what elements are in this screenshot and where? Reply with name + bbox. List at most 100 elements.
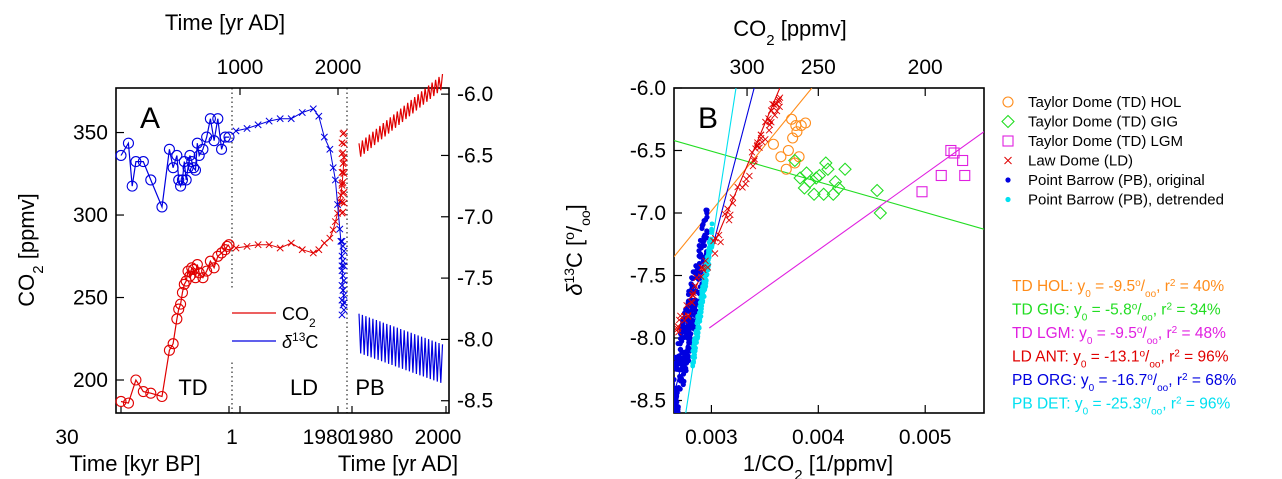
ld-co2-dense-point xyxy=(340,159,348,167)
panel-b-top-axis-label: CO2 [ppmv] xyxy=(733,16,846,49)
panel-a-bottom-label-right: Time [yr AD] xyxy=(338,451,458,476)
ld-co2-point xyxy=(298,246,306,254)
td-d13c-point xyxy=(212,113,224,125)
panel-a-section-pb: PB xyxy=(355,375,384,400)
x-tick-label: 0.005 xyxy=(899,426,952,449)
ld-co2-dense-point xyxy=(340,169,348,177)
left-tick-label: 350 xyxy=(73,122,108,145)
panel-a-top-axis-label: Time [yr AD] xyxy=(165,10,285,35)
td-d13c-point xyxy=(126,180,138,192)
pb-original-point xyxy=(698,245,704,251)
ld-d13c-dense-point xyxy=(340,247,348,255)
panel-a-top-tick-1000: 1000 xyxy=(217,56,264,79)
td-gig-point xyxy=(870,183,884,198)
td-d13c-point xyxy=(197,143,209,155)
td-d13c-point xyxy=(208,135,220,147)
td-co2-point xyxy=(163,344,175,356)
pb-detrended-point xyxy=(699,294,705,300)
td-gig-point xyxy=(799,166,814,180)
td-gig-point xyxy=(838,162,852,177)
pb-original-point xyxy=(670,414,675,419)
td-lgm-point xyxy=(957,154,969,167)
ld-co2-point xyxy=(265,241,273,249)
td-d13c-point xyxy=(180,174,192,186)
ld-d13c-point xyxy=(254,121,262,129)
fit-stat-td-gig: TD GIG: y0 = -5.8o/oo, r2 = 34% xyxy=(1012,301,1221,323)
td-d13c-point xyxy=(130,156,142,168)
pb-original-point xyxy=(689,284,695,290)
ld-d13c-dense-point xyxy=(340,276,348,285)
td-co2-point xyxy=(137,386,149,398)
pb-detrended-point xyxy=(692,336,698,342)
ld-point xyxy=(700,266,707,274)
ld-point xyxy=(689,291,696,299)
pb-original-point xyxy=(704,207,710,213)
pb-original-point xyxy=(674,414,679,419)
td-lgm-point xyxy=(945,144,957,157)
panel-a: Time [yr AD] 1000 2000 A 200 250 300 350 -6… xyxy=(14,10,493,476)
td-co2-point xyxy=(223,239,235,251)
ld-point xyxy=(769,100,776,108)
panel-a-bottom-label-left: Time [kyr BP] xyxy=(69,451,200,476)
panel-b-ticks: -6.0 -6.5 -7.0 -7.5 -8.0 -8.5 0.003 0.004 0.005 3… xyxy=(630,56,952,449)
panel-a-bottom-tick-30: 30 xyxy=(55,426,78,449)
pb-original-point xyxy=(670,434,675,439)
panel-a-series xyxy=(115,73,444,409)
ld-point xyxy=(690,289,697,297)
td-hol-point xyxy=(789,157,801,169)
ld-d13c-dense-point xyxy=(340,262,348,270)
ld-point xyxy=(773,107,781,115)
pb-original-point xyxy=(680,371,687,377)
td-gig-point xyxy=(788,153,802,168)
ld-point xyxy=(704,264,712,271)
ld-co2-dense-point xyxy=(339,208,347,216)
right-tick-label: -8.5 xyxy=(457,390,493,413)
pb-original-point xyxy=(683,353,689,359)
pb-original-point xyxy=(683,349,689,355)
pb-original-point xyxy=(704,228,710,234)
legend-marker-circle xyxy=(1002,96,1014,108)
ld-point xyxy=(752,145,759,152)
legend-marker-square xyxy=(1002,135,1014,147)
td-d13c-point xyxy=(167,162,179,174)
x-tick-label: 0.003 xyxy=(685,426,738,449)
ld-point xyxy=(768,107,775,115)
pb-original-point xyxy=(675,354,681,360)
right-tick-label: -7.0 xyxy=(457,206,493,229)
panel-a-top-tick-2000: 2000 xyxy=(315,56,362,79)
panel-a-bottom-tick-1: 1 xyxy=(226,426,238,449)
pb-original-point xyxy=(672,414,677,419)
panel-a-left-axis-label: CO2 [ppmv] xyxy=(14,193,47,306)
td-lgm-point xyxy=(948,147,960,159)
pb-original-point xyxy=(694,267,701,273)
panel-a-right-ticks: -6.0 -6.5 -7.0 -7.5 -8.0 -8.5 xyxy=(441,83,493,413)
ld-co2-point xyxy=(276,244,284,252)
ld-co2-dense-point xyxy=(338,139,346,147)
legend-label-d13c: δ13C xyxy=(282,330,318,352)
td-hol-point xyxy=(787,132,799,144)
td-d13c-point xyxy=(115,149,127,162)
pb-original-point xyxy=(670,424,675,429)
ld-d13c-dense-point xyxy=(340,291,348,299)
ld-point xyxy=(775,96,783,103)
td-hol-point xyxy=(767,138,779,150)
ld-co2-point xyxy=(243,242,251,250)
ld-d13c-dense-point xyxy=(338,311,346,319)
panel-a-bottom-tick-1980a: 1980 xyxy=(303,426,350,449)
ld-point xyxy=(724,205,731,213)
td-co2-point xyxy=(191,258,203,271)
ld-point xyxy=(751,155,758,163)
pb-d13c-line xyxy=(358,313,444,383)
ld-co2-dense-point xyxy=(338,198,346,206)
ld-d13c-point xyxy=(336,225,344,233)
td-d13c-point xyxy=(176,174,188,186)
ld-d13c-point xyxy=(298,108,306,117)
ld-co2-point xyxy=(309,249,317,257)
td-co2-point xyxy=(167,338,179,350)
x-tick-label: 0.004 xyxy=(792,426,845,449)
pb-original-point xyxy=(699,225,705,232)
fit-stat-pb-org: PB ORG: y0 = -16.7o/oo, r2 = 68% xyxy=(1012,372,1236,394)
pb-co2-line xyxy=(358,73,444,157)
ld-point xyxy=(711,250,719,257)
